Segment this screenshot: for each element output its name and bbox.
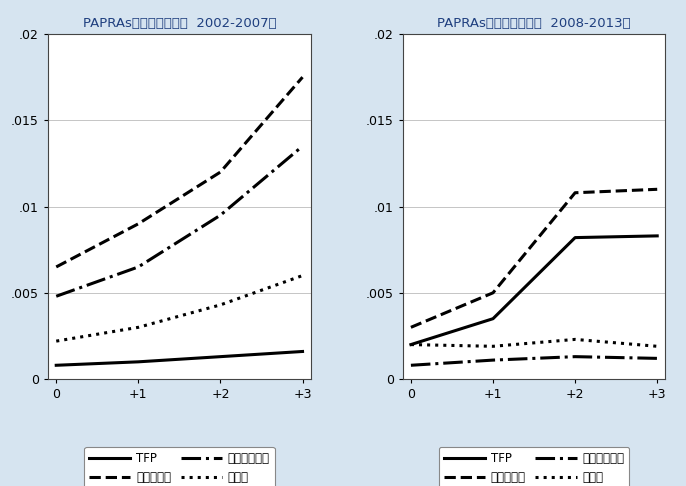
Title: PAPRAs変化の平均値：  2002-2007年: PAPRAs変化の平均値： 2002-2007年 xyxy=(82,17,276,30)
Legend: TFP, 労働生産性, 資本労働比率, 賃金率: TFP, 労働生産性, 資本労働比率, 賃金率 xyxy=(439,447,629,486)
Legend: TFP, 労働生産性, 資本労働比率, 賃金率: TFP, 労働生産性, 資本労働比率, 賃金率 xyxy=(84,447,274,486)
Title: PAPRAs変化の平均値：  2008-2013年: PAPRAs変化の平均値： 2008-2013年 xyxy=(437,17,631,30)
